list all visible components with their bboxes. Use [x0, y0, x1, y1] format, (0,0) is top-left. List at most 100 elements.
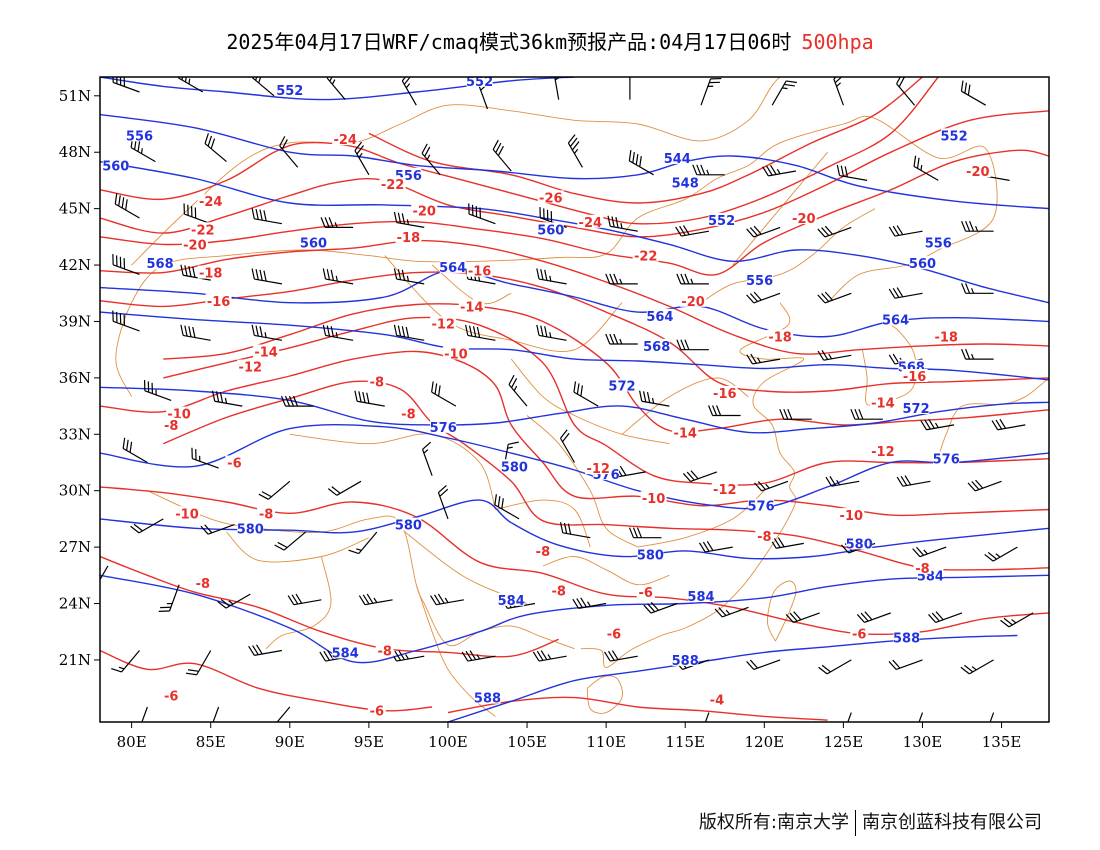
contour-label-bg — [205, 293, 232, 307]
wind-barb — [158, 584, 180, 612]
border-line — [131, 77, 781, 266]
wind-barb — [393, 324, 425, 341]
contour-label-bg — [632, 248, 659, 262]
contour-label: -20 — [183, 238, 207, 253]
lat-tick-label: 30N — [59, 482, 91, 500]
contour-label-bg — [846, 536, 873, 550]
contour-label-bg — [636, 585, 655, 599]
wind-barb — [112, 254, 140, 275]
wind-barb — [185, 650, 212, 676]
border-line — [526, 415, 639, 548]
lon-tick-label: 125E — [824, 733, 864, 751]
lat-tick-label: 45N — [59, 200, 91, 218]
contour-label-bg — [605, 626, 623, 640]
temperature-contour — [368, 77, 923, 204]
contour-label: -8 — [164, 419, 178, 434]
contour-label: 552 — [941, 129, 968, 144]
height-contour — [447, 634, 1018, 722]
contour-label: 552 — [276, 84, 303, 99]
contour-label: 564 — [439, 261, 466, 276]
contour-label-bg — [367, 703, 386, 717]
contour-label-bg — [537, 190, 564, 204]
wind-barb — [746, 353, 781, 365]
contour-label: -12 — [871, 445, 895, 460]
wind-barb — [326, 77, 346, 100]
contour-label-bg — [237, 521, 264, 535]
border-line — [861, 321, 917, 407]
wind-barb — [836, 164, 868, 181]
wind-barb — [258, 480, 291, 500]
wind-barb — [287, 593, 322, 606]
contour-label-bg — [672, 425, 699, 439]
temperature-contour — [447, 696, 828, 721]
border-line — [384, 255, 623, 353]
contour-label: -8 — [757, 530, 771, 545]
contour-label: 556 — [746, 274, 773, 289]
contour-label-bg — [637, 547, 664, 561]
wind-barb — [856, 611, 892, 624]
temperature-contour — [163, 380, 1049, 571]
wind-barb — [322, 268, 354, 285]
wind-barb — [754, 480, 789, 492]
wind-barb — [746, 291, 781, 304]
contour-label-bg — [941, 128, 968, 142]
wind-barb — [177, 77, 204, 93]
contour-label-bg — [882, 312, 909, 326]
contour-label-bg — [672, 652, 699, 666]
contour-label: 576 — [748, 500, 775, 515]
contour-label: -12 — [431, 317, 455, 332]
contour-label-bg — [237, 359, 264, 373]
contour-label: 580 — [395, 519, 422, 534]
contour-label: 580 — [637, 549, 664, 564]
wind-barb — [271, 706, 291, 722]
wind-barb — [390, 650, 425, 662]
contour-label: 552 — [466, 75, 493, 90]
border-line — [265, 556, 332, 650]
lon-tick-label: 100E — [428, 733, 468, 751]
lat-tick-label: 48N — [59, 143, 91, 161]
wind-barb — [676, 339, 709, 351]
border-line — [415, 584, 496, 717]
contour-label-bg — [909, 256, 936, 270]
contour-label-bg — [790, 211, 817, 224]
wind-barb — [421, 143, 441, 176]
contour-label: -22 — [191, 223, 215, 238]
contour-label: 584 — [332, 646, 359, 661]
wind-barb — [327, 480, 362, 496]
wind-barb — [251, 268, 283, 285]
wind-barb — [122, 437, 148, 464]
wind-barb — [818, 659, 852, 675]
contour-label: -14 — [871, 396, 895, 411]
contour-label-bg — [193, 575, 212, 589]
wind-barb — [536, 268, 567, 285]
wind-barb — [746, 225, 781, 238]
contour-label-bg — [225, 455, 244, 469]
contour-label: 560 — [909, 257, 936, 272]
wind-barb — [698, 712, 710, 722]
contour-label-bg — [253, 344, 280, 358]
border-line — [400, 527, 528, 604]
wind-barb — [785, 611, 820, 624]
contour-label-bg — [533, 543, 552, 557]
lon-tick-label: 135E — [982, 733, 1022, 751]
wind-barb — [817, 291, 852, 304]
contour-label: -14 — [673, 426, 697, 441]
contour-label-bg — [664, 150, 691, 164]
wind-barb — [920, 418, 955, 431]
wind-barb — [217, 593, 251, 609]
wind-barb — [762, 165, 797, 177]
wind-barb — [888, 225, 923, 237]
contour-label-bg — [102, 158, 129, 172]
temperature-contours-layer — [100, 77, 1049, 721]
wind-barb — [573, 381, 599, 407]
contour-label-bg — [755, 528, 774, 542]
contour-label-bg — [439, 259, 466, 273]
wind-barb — [692, 164, 725, 176]
contour-label: -6 — [227, 457, 241, 472]
wind-barb — [607, 215, 638, 232]
contour-label: -10 — [840, 509, 864, 524]
contour-label: 560 — [300, 237, 327, 252]
contour-label-bg — [767, 329, 794, 343]
contour-label-bg — [609, 378, 635, 392]
wind-barb — [112, 77, 140, 93]
